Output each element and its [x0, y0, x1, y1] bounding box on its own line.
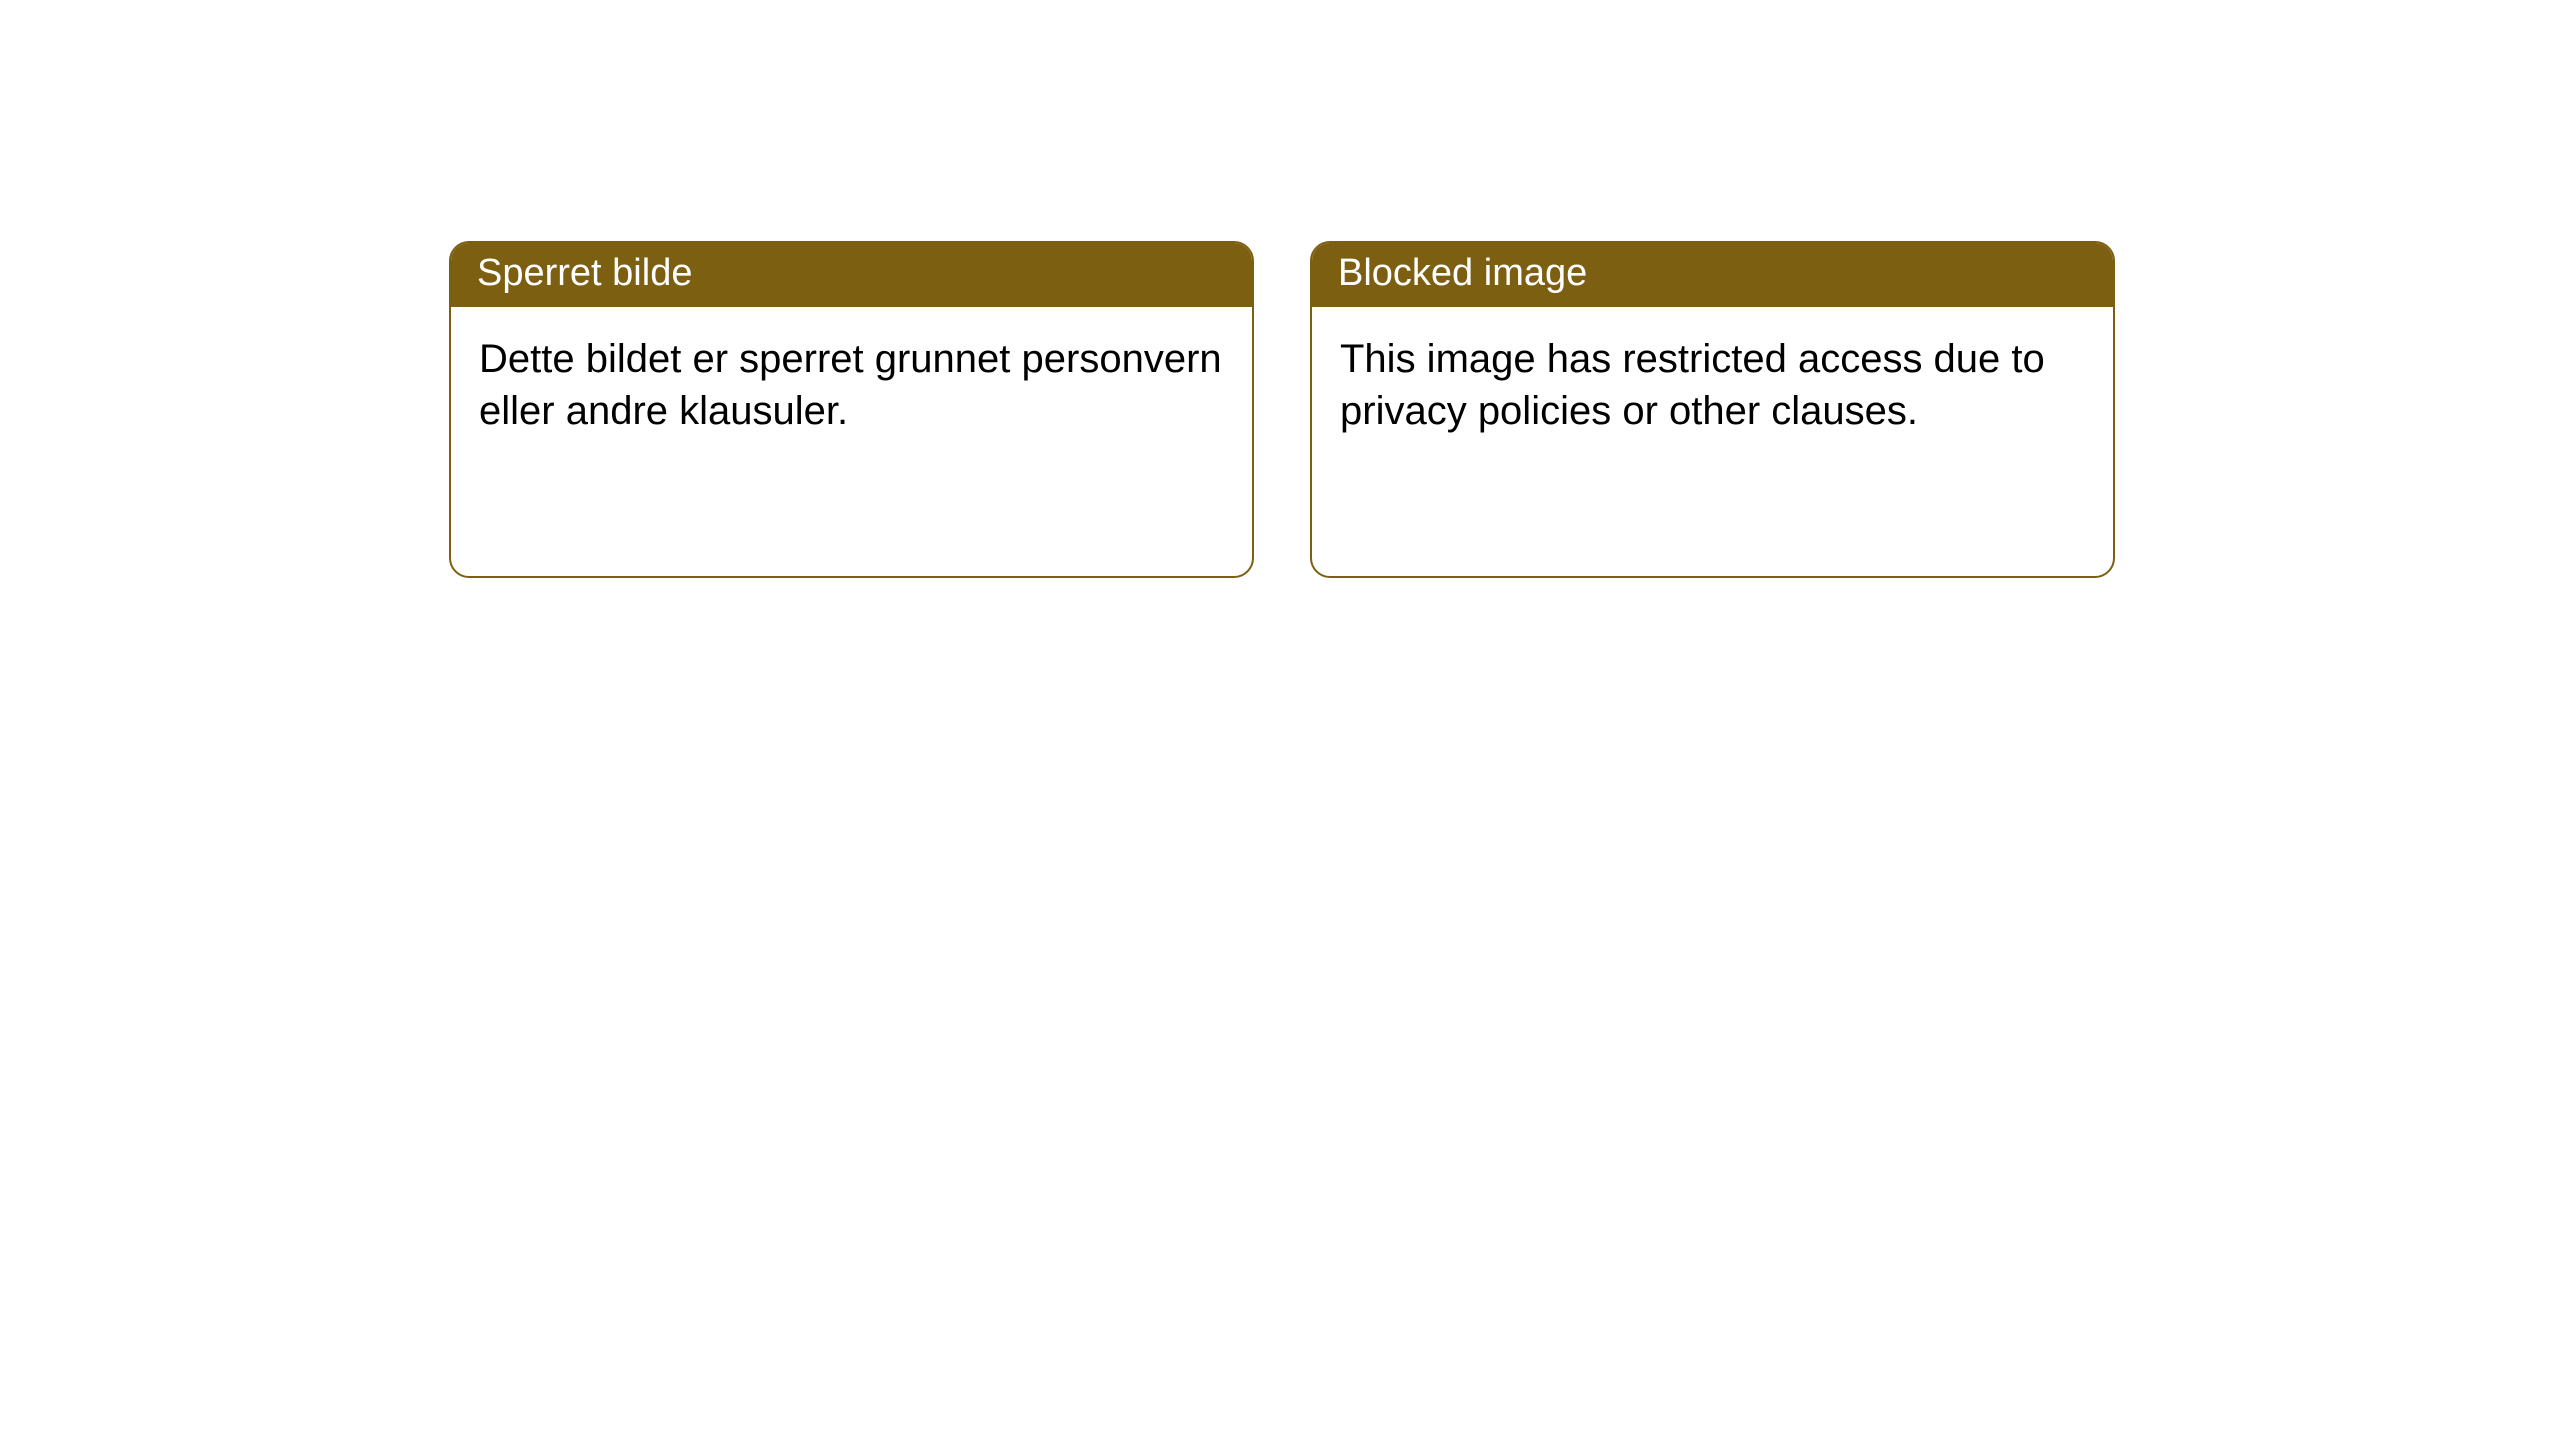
notice-body: This image has restricted access due to … — [1312, 307, 2113, 463]
notice-message: This image has restricted access due to … — [1340, 337, 2045, 433]
notice-title: Sperret bilde — [477, 252, 692, 294]
notice-body: Dette bildet er sperret grunnet personve… — [451, 307, 1252, 463]
notice-header: Blocked image — [1312, 243, 2113, 307]
notice-header: Sperret bilde — [451, 243, 1252, 307]
notice-container: Sperret bilde Dette bildet er sperret gr… — [0, 0, 2560, 578]
notice-message: Dette bildet er sperret grunnet personve… — [479, 337, 1222, 433]
notice-card-norwegian: Sperret bilde Dette bildet er sperret gr… — [449, 241, 1254, 578]
notice-card-english: Blocked image This image has restricted … — [1310, 241, 2115, 578]
notice-title: Blocked image — [1338, 252, 1587, 294]
